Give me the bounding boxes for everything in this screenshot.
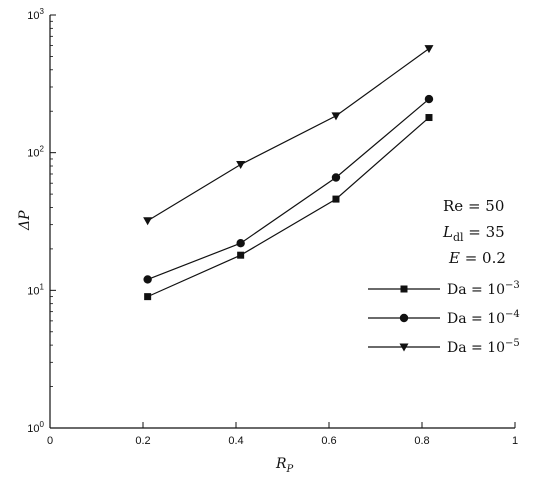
x-tick-label-5: 1 (512, 435, 518, 447)
series-1 (143, 94, 434, 284)
x-tick-label-1: 0.2 (135, 435, 150, 447)
annotations: Re = 50 Ldl = 35 E = 0.2 (442, 197, 506, 267)
legend-entry-2: Da = 10−5 (368, 338, 520, 356)
legend-label-0: Da = 10−3 (447, 280, 520, 298)
data-point-1-2 (331, 173, 341, 182)
data-point-2-1 (236, 161, 246, 170)
ticks: 0 0.2 0.4 0.6 0.8 1 100 101 102 103 (27, 7, 518, 447)
data-point-0-2 (332, 195, 340, 203)
y-tick-label-1: 101 (27, 282, 44, 297)
x-tick-label-3: 0.6 (321, 435, 336, 447)
data-point-2-3 (424, 45, 434, 54)
y-tick-label-3: 103 (27, 7, 44, 22)
data-point-2-2 (331, 112, 341, 121)
series-0 (144, 114, 433, 301)
legend: Da = 10−3 Da = 10−4 Da = 10−5 (368, 280, 520, 356)
series-line-1 (147, 98, 430, 280)
series-line-2 (147, 48, 430, 222)
legend-entry-1: Da = 10−4 (368, 309, 520, 327)
annotation-ldl: Ldl = 35 (442, 223, 505, 244)
y-tick-label-0: 100 (27, 420, 44, 435)
series-layer (143, 45, 434, 301)
data-point-1-3 (424, 94, 434, 104)
x-tick-label-4: 0.8 (414, 435, 429, 447)
y-axis-label: ΔP (17, 210, 33, 231)
legend-marker-0 (400, 285, 408, 293)
legend-label-2: Da = 10−5 (447, 338, 520, 356)
legend-label-1: Da = 10−4 (447, 309, 520, 327)
series-2 (143, 45, 434, 226)
legend-entry-0: Da = 10−3 (368, 280, 520, 298)
data-point-1-1 (236, 238, 245, 248)
x-axis-label: RP (275, 456, 294, 475)
data-point-0-3 (425, 114, 433, 122)
legend-marker-1 (399, 313, 409, 323)
data-point-2-0 (143, 217, 153, 226)
axes (49, 15, 515, 429)
x-tick-label-2: 0.4 (228, 435, 243, 447)
x-tick-label-0: 0 (47, 435, 53, 447)
data-point-0-0 (144, 293, 152, 301)
data-point-0-1 (237, 251, 245, 259)
legend-marker-2 (399, 343, 409, 352)
y-tick-label-2: 102 (27, 145, 44, 160)
series-line-0 (147, 117, 430, 298)
annotation-re: Re = 50 (443, 197, 504, 215)
annotation-e: E = 0.2 (448, 249, 506, 267)
data-point-1-0 (143, 275, 152, 284)
